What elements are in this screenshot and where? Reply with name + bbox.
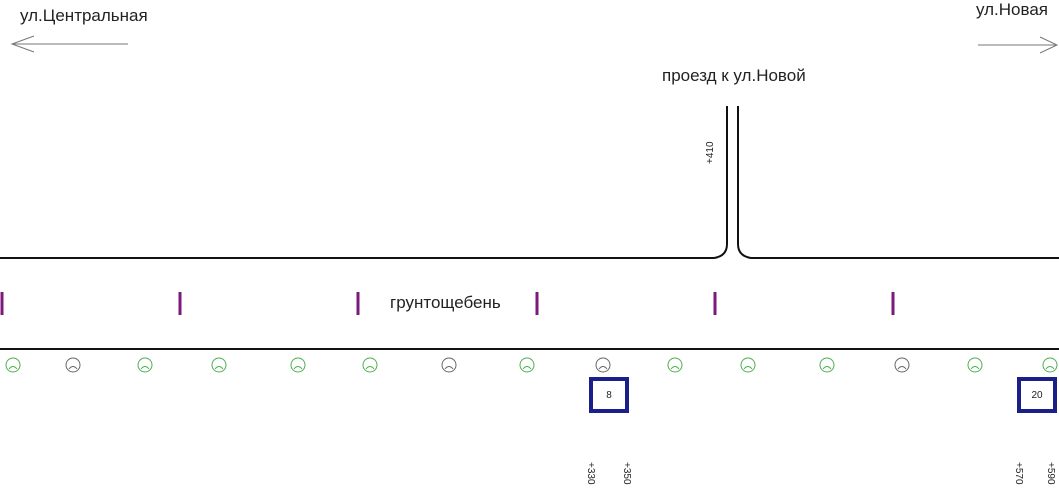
roadside-symbol-icon <box>894 357 910 373</box>
roadside-symbol-icon <box>137 357 153 373</box>
street-new-label: ул.Новая <box>976 0 1049 19</box>
roadside-symbol-icon <box>519 357 535 373</box>
roadside-symbol-icon <box>290 357 306 373</box>
box-8: 8 <box>589 377 629 413</box>
roadside-symbol-icon <box>211 357 227 373</box>
roadside-symbol-icon <box>65 357 81 373</box>
street-central-label: ул.Центральная <box>20 6 148 25</box>
box-20: 20 <box>1017 377 1057 413</box>
chainage-drive: +410 <box>705 141 716 164</box>
arrow-left-icon <box>10 35 128 53</box>
roadside-symbol-icon <box>362 357 378 373</box>
roadside-symbol-icon <box>740 357 756 373</box>
roadside-symbol-icon <box>819 357 835 373</box>
chainage-570: +570 <box>1013 462 1024 485</box>
drive-label: проезд к ул.Новой <box>662 66 806 85</box>
chainage-350: +350 <box>621 462 632 485</box>
chainage-330: +330 <box>585 462 596 485</box>
surface-label: грунтощебень <box>390 293 501 312</box>
chainage-590: +590 <box>1045 462 1056 485</box>
roadside-symbol-icon <box>5 357 21 373</box>
roadside-symbol-icon <box>667 357 683 373</box>
road-edge-top <box>0 106 728 259</box>
roadside-symbol-icon <box>1042 357 1058 373</box>
arrow-right-icon <box>978 36 1059 54</box>
roadside-symbol-icon <box>595 357 611 373</box>
road-edge-top-right <box>737 106 1059 259</box>
roadside-symbols <box>5 357 1058 373</box>
section-markers <box>0 292 895 315</box>
roadside-symbol-icon <box>441 357 457 373</box>
roadside-symbol-icon <box>967 357 983 373</box>
